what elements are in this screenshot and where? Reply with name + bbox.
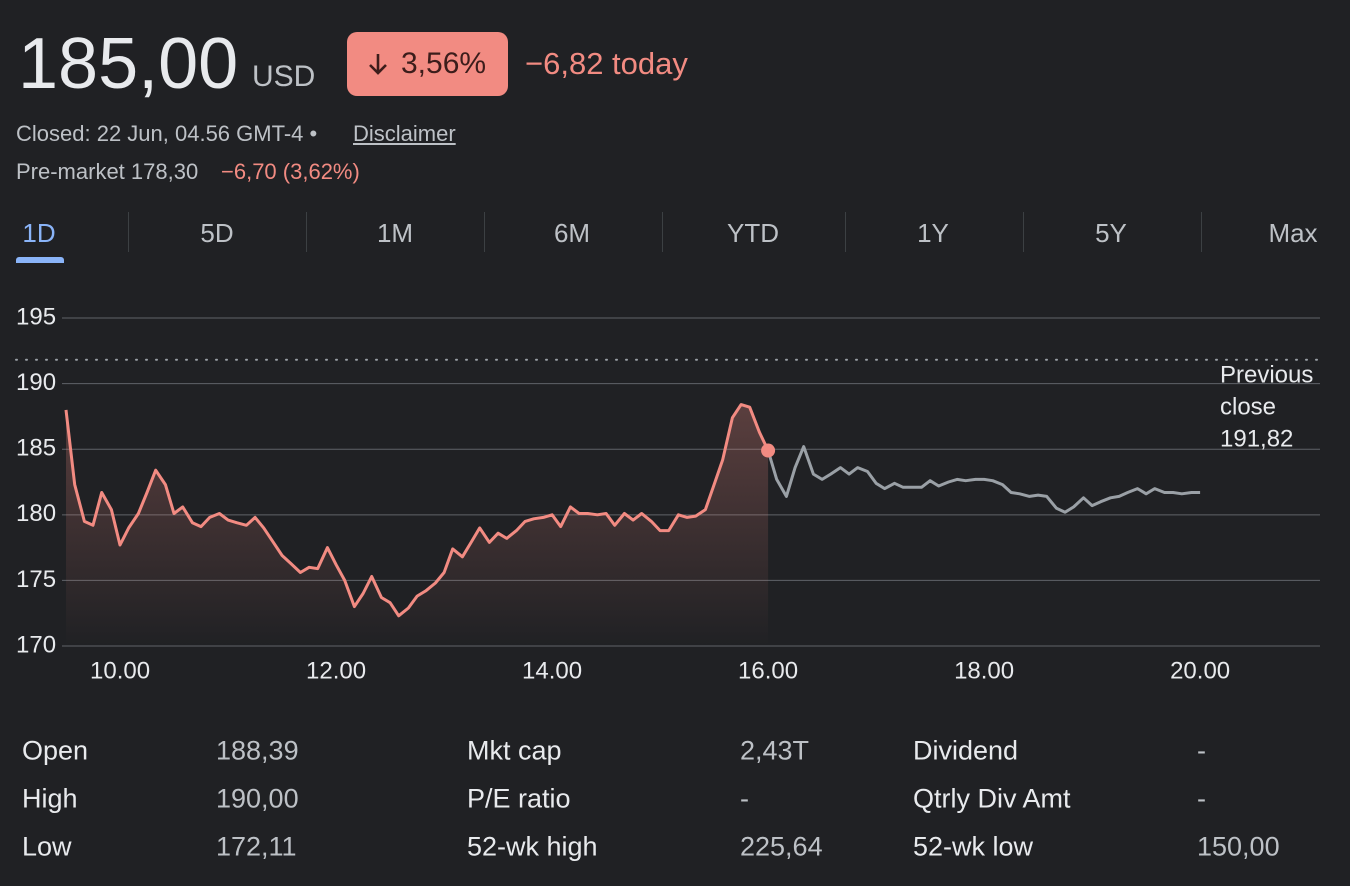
y-tick-label: 195 [16,303,56,330]
tab-separator [306,212,307,252]
stat-value: 188,39 [216,735,299,766]
y-tick-label: 180 [16,500,56,527]
stat-value: - [1197,783,1206,814]
stat-value: - [1197,735,1206,766]
stat-label: High [22,783,78,814]
stat-value: 190,00 [216,783,299,814]
x-tick-label: 10.00 [90,657,150,684]
previous-close-label: Previous [1220,361,1313,388]
change-percent: 3,56% [401,47,487,80]
tab-separator [484,212,485,252]
price: 185,00 [18,24,239,104]
range-tab[interactable]: 5D [200,218,234,248]
x-tick-label: 12.00 [306,657,366,684]
price-line [64,403,770,618]
stat-value: 225,64 [740,831,823,862]
x-tick-label: 14.00 [522,657,582,684]
range-tab[interactable]: Max [1268,218,1318,248]
change-today: −6,82 today [525,46,688,81]
tab-separator [1023,212,1024,252]
stat-label: Dividend [913,735,1019,766]
tab-separator [128,212,129,252]
down-arrow [369,54,387,75]
x-tick-label: 20.00 [1170,657,1230,684]
stat-label: Qtrly Div Amt [913,783,1071,814]
stat-value: 172,11 [216,831,297,862]
stat-value: 150,00 [1197,831,1280,862]
previous-close-label: close [1220,393,1276,420]
stat-value: 2,43T [740,735,810,766]
previous-close-value: 191,82 [1220,425,1293,452]
range-tab[interactable]: 1D [22,218,56,248]
premarket-change: −6,70 (3,62%) [221,159,360,184]
change-badge: 3,56% [347,32,508,96]
market-status: Closed: 22 Jun, 04.56 GMT-4 • [16,121,318,146]
area [66,404,769,646]
premarket-price: Pre-market 178,30 [16,159,199,184]
range-tab[interactable]: 1Y [917,218,949,248]
chart: 170 175 180 185 190 195 10.00 12.00 14.00 16.00 18… [15,303,1321,684]
y-tick-label: 175 [16,566,56,593]
current-point [761,443,776,458]
stat-label: P/E ratio [467,783,571,814]
tab-separator [845,212,846,252]
range-tab[interactable]: YTD [727,218,779,248]
active-tab-indicator [16,257,64,263]
stat-label: Mkt cap [467,735,562,766]
tab-separator [1201,212,1202,252]
range-tab[interactable]: 1M [376,218,414,248]
stat-label: 52-wk high [467,831,598,862]
range-tab[interactable]: 5Y [1095,218,1127,248]
stat-label: Low [22,831,72,862]
x-tick-label: 18.00 [954,657,1014,684]
stat-label: Open [22,735,89,766]
stat-label: 52-wk low [913,831,1034,862]
range-tab[interactable]: 6M [553,218,591,248]
tab-separator [662,212,663,252]
price-line [766,445,1201,514]
disclaimer-link[interactable]: Disclaimer [353,121,456,146]
x-tick-label: 16.00 [738,657,798,684]
stat-value: - [740,783,749,814]
currency: USD [252,60,316,93]
y-tick-label: 185 [16,435,56,462]
y-tick-label: 170 [16,631,56,658]
y-tick-label: 190 [16,369,56,396]
